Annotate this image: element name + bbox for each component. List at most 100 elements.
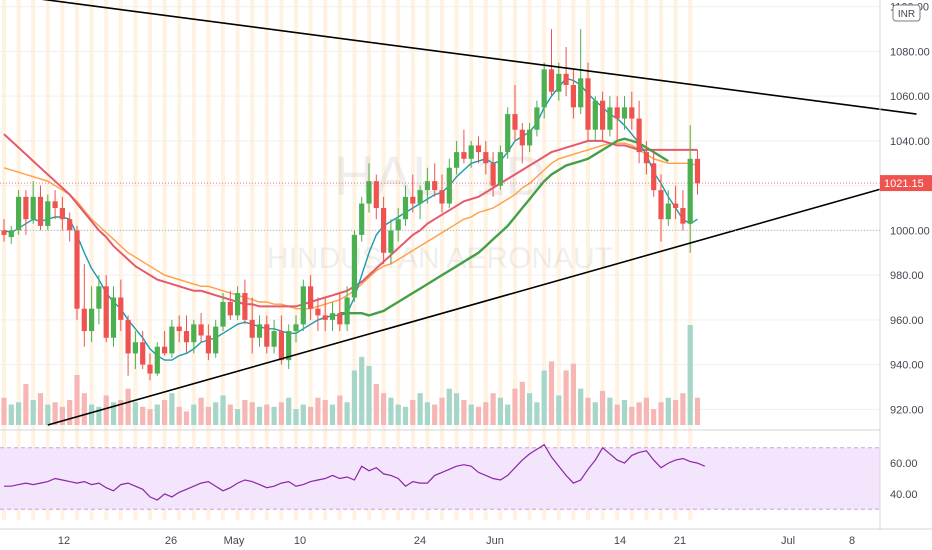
candle-body bbox=[534, 107, 540, 130]
day-stripe bbox=[279, 0, 284, 520]
volume-bar bbox=[541, 370, 547, 425]
candle-body bbox=[614, 107, 620, 119]
volume-bar bbox=[519, 381, 525, 425]
currency-badge[interactable]: INR bbox=[892, 4, 921, 22]
day-stripe bbox=[454, 0, 459, 520]
candle-body bbox=[497, 152, 503, 186]
candle-body bbox=[665, 203, 671, 220]
volume-bar bbox=[256, 406, 263, 425]
candle-body bbox=[235, 293, 241, 316]
volume-bar bbox=[118, 400, 124, 425]
volume-bar bbox=[154, 404, 160, 425]
volume-bar bbox=[432, 404, 438, 425]
candle-body bbox=[125, 319, 131, 354]
day-stripe bbox=[410, 0, 415, 520]
candle-body bbox=[402, 196, 409, 220]
candle-body bbox=[16, 196, 22, 231]
day-stripe bbox=[425, 0, 430, 520]
volume-bar bbox=[527, 393, 533, 425]
candle-body bbox=[213, 326, 219, 354]
volume-bar bbox=[132, 402, 138, 425]
volume-bar bbox=[373, 384, 379, 425]
candle-body bbox=[673, 203, 679, 209]
ma-red-line bbox=[3, 133, 698, 308]
candle-body bbox=[154, 346, 160, 374]
time-tick-label: 8 bbox=[849, 535, 855, 547]
day-stripe bbox=[162, 0, 167, 520]
volume-bar bbox=[59, 406, 65, 425]
volume-bar bbox=[410, 400, 416, 425]
volume-bar bbox=[534, 402, 540, 425]
day-stripe bbox=[644, 0, 649, 520]
volume-bar bbox=[424, 402, 430, 425]
day-stripe bbox=[45, 0, 50, 520]
volume-bar bbox=[235, 409, 241, 425]
day-stripe bbox=[133, 0, 138, 520]
day-stripe bbox=[264, 0, 269, 520]
day-stripe bbox=[498, 0, 503, 520]
volume-bar bbox=[468, 404, 474, 425]
candle-body bbox=[59, 208, 65, 220]
day-stripe bbox=[177, 0, 182, 520]
candle-body bbox=[176, 326, 182, 332]
day-stripe bbox=[16, 0, 21, 520]
candle-body bbox=[1, 230, 7, 235]
candle-body bbox=[271, 331, 277, 347]
volume-bar bbox=[45, 404, 51, 425]
day-stripe bbox=[615, 0, 620, 520]
candle-body bbox=[169, 326, 175, 354]
candle-body bbox=[636, 118, 642, 153]
price-tick-label: 980.00 bbox=[890, 270, 924, 282]
time-tick-label: 21 bbox=[674, 535, 686, 547]
candle-body bbox=[410, 196, 416, 204]
volume-bar bbox=[621, 400, 628, 425]
day-stripe bbox=[556, 0, 561, 520]
volume-bar bbox=[52, 402, 58, 425]
volume-bar bbox=[402, 406, 409, 425]
volume-bar bbox=[169, 393, 175, 425]
candle-body bbox=[300, 286, 306, 325]
day-stripe bbox=[118, 0, 123, 520]
volume-bar bbox=[81, 393, 87, 425]
candle-body bbox=[191, 324, 197, 343]
volume-bar bbox=[125, 388, 131, 425]
volume-bar bbox=[417, 393, 423, 425]
volume-bar bbox=[651, 409, 657, 425]
volume-bar bbox=[563, 370, 569, 425]
volume-bar bbox=[205, 406, 211, 425]
candle-body bbox=[220, 301, 226, 327]
rsi-tick-label: 40.00 bbox=[890, 489, 918, 501]
volume-bar bbox=[30, 400, 36, 425]
volume-bar bbox=[264, 404, 270, 425]
last-price-label: 1021.15 bbox=[884, 178, 924, 190]
candle-body bbox=[147, 364, 153, 374]
candle-body bbox=[293, 324, 299, 332]
candle-body bbox=[264, 324, 270, 347]
day-stripe bbox=[89, 0, 94, 520]
volume-bar bbox=[636, 402, 642, 425]
volume-bar bbox=[183, 411, 190, 425]
price-tick-label: 960.00 bbox=[890, 315, 924, 327]
price-tick-label: 940.00 bbox=[890, 360, 924, 372]
candle-body bbox=[52, 201, 58, 209]
time-tick-label: Jul bbox=[781, 535, 795, 547]
candle-body bbox=[424, 181, 430, 191]
candle-body bbox=[570, 85, 576, 108]
day-stripe bbox=[440, 0, 444, 520]
candle-body bbox=[512, 114, 518, 130]
volume-bar bbox=[658, 402, 664, 425]
candle-body bbox=[315, 308, 321, 316]
volume-bars bbox=[1, 325, 701, 425]
candle-body bbox=[454, 152, 460, 168]
candle-body bbox=[96, 286, 102, 309]
volume-bar bbox=[439, 397, 445, 425]
day-stripe bbox=[688, 0, 693, 520]
candle-body bbox=[578, 78, 584, 108]
volume-bar bbox=[162, 400, 168, 425]
volume-bar bbox=[643, 397, 649, 425]
day-stripe bbox=[323, 0, 328, 520]
day-stripe bbox=[31, 0, 36, 520]
candle-body bbox=[359, 203, 365, 235]
volume-bar bbox=[512, 388, 518, 425]
volume-bar bbox=[629, 406, 635, 425]
